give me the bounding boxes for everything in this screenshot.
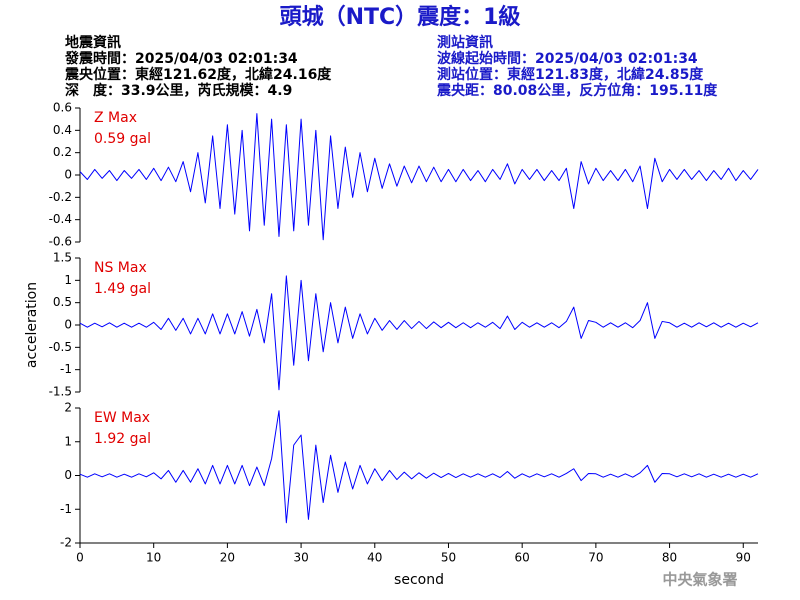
waveform <box>79 410 759 524</box>
x-tick-label: 90 <box>736 551 751 565</box>
info-line: 地震資訊 <box>65 34 121 51</box>
info-line: 發震時間：2025/04/03 02:01:34 <box>64 50 298 67</box>
x-tick-label: 10 <box>146 551 161 565</box>
annotation: 1.49 gal <box>94 281 151 297</box>
y-tick-label: 0.4 <box>53 123 72 137</box>
y-tick-label: 0 <box>64 468 72 482</box>
x-tick-label: 0 <box>76 551 84 565</box>
y-tick-label: -0.6 <box>49 235 72 249</box>
y-tick-label: 0 <box>64 168 72 182</box>
y-tick-label: 1 <box>64 273 72 287</box>
y-axis-label: acceleration <box>24 282 40 368</box>
y-tick-label: -2 <box>60 536 72 550</box>
y-tick-label: -0.5 <box>49 340 72 354</box>
y-tick-label: -0.2 <box>49 190 72 204</box>
y-tick-label: -1.5 <box>49 385 72 399</box>
y-tick-label: 2 <box>64 401 72 415</box>
x-tick-label: 40 <box>367 551 382 565</box>
x-tick-label: 60 <box>515 551 530 565</box>
x-axis-label: second <box>394 572 444 588</box>
annotation: 1.92 gal <box>94 431 151 447</box>
x-tick-label: 70 <box>588 551 603 565</box>
y-tick-label: -1 <box>60 502 72 516</box>
footer: 中央氣象署 <box>662 571 737 589</box>
x-tick-label: 80 <box>662 551 677 565</box>
info-line: 震央位置：東經121.62度，北緯24.16度 <box>64 66 332 83</box>
y-tick-label: 0.2 <box>53 145 72 159</box>
info-line: 震央距：80.08公里，反方位角：195.11度 <box>436 82 718 99</box>
annotation: 0.59 gal <box>94 131 151 147</box>
y-tick-label: -1 <box>60 362 72 376</box>
info-line: 波線起始時間：2025/04/03 02:01:34 <box>437 50 698 67</box>
annotation: NS Max <box>94 260 147 276</box>
y-tick-label: 1 <box>64 434 72 448</box>
y-tick-label: 0 <box>64 318 72 332</box>
annotation: Z Max <box>94 110 137 126</box>
waveform <box>79 275 759 391</box>
y-tick-label: 0.5 <box>53 295 72 309</box>
y-tick-label: 0.6 <box>53 101 72 115</box>
info-line: 深 度：33.9公里，芮氏規模：4.9 <box>65 82 292 99</box>
info-line: 測站資訊 <box>437 34 493 51</box>
waveform <box>79 113 759 241</box>
y-tick-label: -0.4 <box>49 212 72 226</box>
info-line: 測站位置：東經121.83度，北緯24.85度 <box>437 66 704 83</box>
annotation: EW Max <box>94 410 150 426</box>
x-tick-label: 50 <box>441 551 456 565</box>
x-tick-label: 30 <box>293 551 308 565</box>
y-tick-label: 1.5 <box>53 251 72 265</box>
title: 頭城（NTC）震度：1級 <box>280 4 521 30</box>
x-tick-label: 20 <box>220 551 235 565</box>
